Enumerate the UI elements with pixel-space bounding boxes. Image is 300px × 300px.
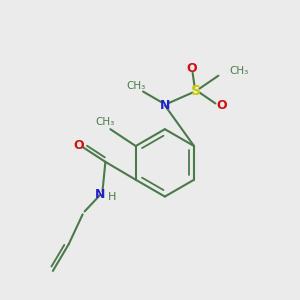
Text: CH₃: CH₃ [229, 66, 248, 76]
Text: H: H [108, 192, 116, 202]
Text: CH₃: CH₃ [127, 81, 146, 91]
Text: O: O [74, 139, 84, 152]
Text: O: O [186, 62, 197, 75]
Text: S: S [190, 84, 201, 98]
Text: CH₃: CH₃ [96, 117, 115, 127]
Text: N: N [160, 99, 170, 112]
Text: O: O [216, 99, 226, 112]
Text: N: N [95, 188, 106, 201]
